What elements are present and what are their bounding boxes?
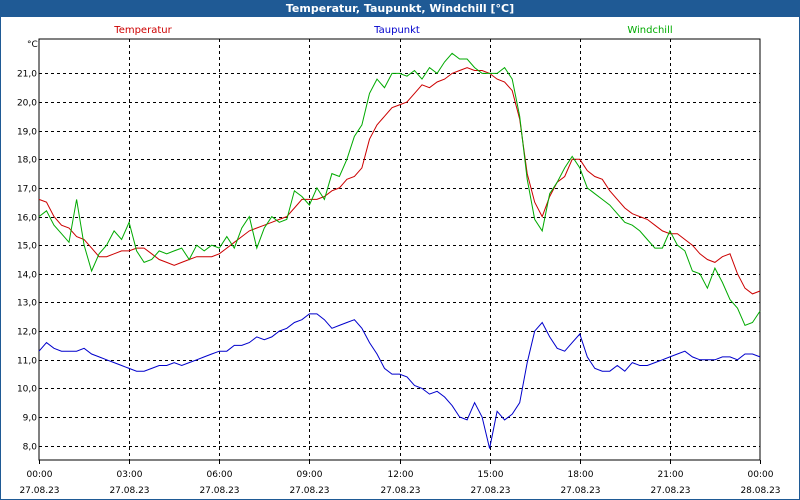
x-tick-time-label: 21:00 [658,470,684,480]
legend-windchill: Windchill [627,25,672,36]
x-tick-date-label: 27.08.23 [380,486,420,496]
series-lines [38,52,761,449]
chart-grid [39,39,760,460]
x-tick-time-label: 03:00 [117,470,143,480]
y-axis-ticks: 21,0 20,0 19,0 18,0 17,0 16,0 15,0 14,0 13,0 12,0… [17,70,37,453]
y-tick-label: 19,0 [17,128,37,138]
x-tick-time-label: 06:00 [207,470,233,480]
x-tick-time-label: 12:00 [388,470,414,480]
x-tick-date-label: 27.08.23 [470,486,510,496]
legend-taupunkt: Taupunkt [373,25,420,36]
chart-title: Temperatur, Taupunkt, Windchill [°C] [0,0,800,17]
x-tick-time-label: 00:00 [27,470,53,480]
series-line-temperatur [38,67,761,295]
y-tick-label: 13,0 [17,299,37,309]
legend: Temperatur Taupunkt Windchill [113,25,672,36]
y-tick-label: 8,0 [23,443,38,453]
y-tick-label: 16,0 [17,214,37,224]
x-tick-date-label: 27.08.23 [650,486,690,496]
x-tick-date-label: 27.08.23 [289,486,329,496]
y-tick-label: 18,0 [17,156,37,166]
y-tick-label: 17,0 [17,185,37,195]
x-tick-time-label: 18:00 [568,470,594,480]
x-tick-date-label: 27.08.23 [109,486,149,496]
y-tick-label: 10,0 [17,385,37,395]
legend-temperatur: Temperatur [113,25,172,36]
x-tick-date-label: 27.08.23 [199,486,239,496]
series-line-taupunkt [38,313,761,449]
x-tick-time-label: 00:00 [748,470,774,480]
y-tick-label: 14,0 [17,271,37,281]
x-axis-ticks: 00:00 27.08.23 03:00 27.08.23 06:00 27.08.23 0… [19,460,781,496]
x-tick-date-label: 27.08.23 [560,486,600,496]
y-tick-label: 15,0 [17,242,37,252]
x-tick-time-label: 09:00 [297,470,323,480]
plot-border [38,38,761,461]
y-tick-label: 12,0 [17,328,37,338]
series-line-windchill [38,52,761,327]
x-tick-date-label: 28.08.23 [740,486,780,496]
y-tick-label: 11,0 [17,357,37,367]
y-tick-label: 9,0 [23,414,38,424]
x-tick-date-label: 27.08.23 [19,486,59,496]
y-axis-unit-label: °C [27,40,38,50]
x-tick-time-label: 15:00 [478,470,504,480]
y-tick-label: 20,0 [17,99,37,109]
y-tick-label: 21,0 [17,70,37,80]
